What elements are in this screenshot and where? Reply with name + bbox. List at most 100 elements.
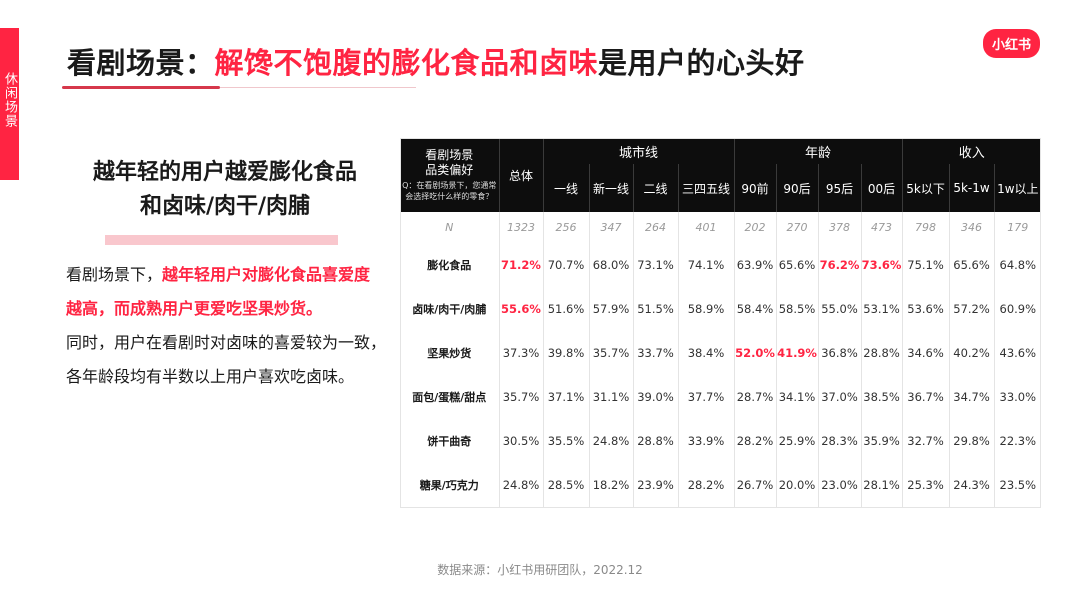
table-cell: 33.0% [999,390,1037,404]
table-cell: 37.0% [818,375,862,419]
table-cell: 34.1% [776,375,819,419]
table-cell: 74.1% [678,243,735,287]
group-header-city: 城市线 [543,138,735,164]
col-header: 95后 [818,164,862,212]
title-underline-thin [220,87,416,88]
table-cell: 28.8% [861,331,903,375]
table-cell: 34.6% [902,331,950,375]
body-paragraph: 看剧场景下，越年轻用户对膨化食品喜爱度越高，而成熟用户更爱吃坚果炒货。 同时，用户… [66,258,386,394]
table-cell: 39.0% [633,375,679,419]
table-cell: 68.0% [589,243,634,287]
preference-table: 看剧场景 品类偏好 Q：在看剧场景下，您通常会选择吃什么样的零食？ 总体 城市线… [400,138,1042,508]
table-row: 膨化食品 71.2% 70.7% 68.0% 73.1% 74.1% 63.9% 65.6% 7… [400,243,1041,287]
table-cell: 60.9% [999,302,1037,316]
sample-size-row: N 1323 256 347 264 401 202 270 378 473 798 346 179 [400,212,1041,243]
subheader-row: 一线 新一线 二线 三四五线 90前 90后 95后 00后 5k以下 5k-1… [400,164,1042,212]
table-cell: 37.7% [678,375,735,419]
table-cell: 25.3% [902,463,950,508]
table-cell: 41.9% [776,331,819,375]
table-cell: 34.7% [949,375,995,419]
table-cell: 30.5% [499,419,544,463]
row-label: N [400,212,500,243]
table-cell: 28.8% [633,419,679,463]
table-cell: 53.6% [902,287,950,331]
row-label: 卤味/肉干/肉脯 [400,287,500,331]
table-cell: 57.2% [949,287,995,331]
table-cell: 346 [949,212,995,243]
table-cell: 35.7% [589,331,634,375]
table-cell: 798 [902,212,950,243]
section-side-tab: 休闲场景 [0,28,19,180]
table-cell: 28.2% [734,419,777,463]
table-cell: 73.1% [633,243,679,287]
table-cell: 75.1% [902,243,950,287]
table-cell: 401 [678,212,735,243]
table-cell: 63.9% [734,243,777,287]
corner-question: Q：在看剧场景下，您通常会选择吃什么样的零食？ [402,181,497,201]
col-header: 90前 [734,164,777,212]
title-suffix: 是用户的心头好 [598,46,805,80]
col-header: 5k-1w [949,164,995,212]
table-cell: 43.6% [999,346,1037,360]
table-cell: 23.5% [994,463,1042,508]
col-header: 三四五线 [678,164,735,212]
subheading-highlight-bar [105,235,338,245]
group-header-age: 年龄 [734,138,903,164]
table-cell: 31.1% [589,375,634,419]
table-cell: 76.2% [818,243,862,287]
body-text-intro: 看剧场景下， [66,265,163,284]
table-cell: 40.2% [949,331,995,375]
table-cell: 33.7% [633,331,679,375]
col-header: 1w以上 [994,164,1042,212]
table-cell: 73.6% [861,243,903,287]
subheading-line-1: 越年轻的用户越爱膨化食品 [92,160,357,185]
table-corner-header: 看剧场景 品类偏好 Q：在看剧场景下，您通常会选择吃什么样的零食？ [400,138,500,212]
title-prefix: 看剧场景： [67,46,215,80]
table-cell: 57.9% [589,287,634,331]
table-cell: 1323 [499,212,544,243]
row-label: 膨化食品 [400,243,500,287]
table-cell: 378 [818,212,862,243]
table-cell: 33.9% [678,419,735,463]
table-cell: 28.5% [543,463,590,508]
table-cell: 473 [861,212,903,243]
xiaohongshu-logo: 小红书 [983,29,1040,58]
table-cell: 28.1% [861,463,903,508]
table-cell: 270 [776,212,819,243]
section-side-tab-label: 休闲场景 [2,72,17,128]
title-underline [62,86,220,89]
table-cell: 36.8% [818,331,862,375]
table-cell: 20.0% [776,463,819,508]
table-row: 饼干曲奇 30.5% 35.5% 24.8% 28.8% 33.9% 28.2% 25.9% 2… [400,419,1041,463]
table-cell: 58.4% [734,287,777,331]
table-row: 面包/蛋糕/甜点 35.7% 37.1% 31.1% 39.0% 37.7% 28.7% 34… [400,375,1041,419]
col-header: 00后 [861,164,903,212]
subheading-line-2: 和卤味/肉干/肉脯 [139,194,311,219]
col-header: 新一线 [589,164,634,212]
table-cell: 264 [633,212,679,243]
table-cell: 28.2% [678,463,735,508]
corner-title: 看剧场景 品类偏好 [425,148,474,177]
page-title: 看剧场景：解馋不饱腹的膨化食品和卤味是用户的心头好 [67,40,805,82]
table-cell: 28.7% [734,375,777,419]
total-header: 总体 [499,138,544,212]
table-cell: 38.5% [861,375,903,419]
col-header: 90后 [776,164,819,212]
table-cell: 55.6% [499,287,544,331]
table-cell: 202 [734,212,777,243]
table-cell: 58.5% [776,287,819,331]
table-cell: 28.3% [818,419,862,463]
table-cell: 24.8% [499,463,544,508]
group-header-income: 收入 [902,138,1042,164]
col-header: 一线 [543,164,590,212]
row-label: 面包/蛋糕/甜点 [400,375,500,419]
table-cell: 24.3% [949,463,995,508]
table-cell: 52.0% [734,331,777,375]
table-cell: 64.8% [999,258,1037,272]
row-label: 坚果炒货 [400,331,500,375]
table-cell: 55.0% [818,287,862,331]
table-cell: 36.7% [902,375,950,419]
subheading: 越年轻的用户越爱膨化食品 和卤味/肉干/肉脯 [45,156,405,224]
table-cell: 29.8% [949,419,995,463]
table-cell: 25.9% [776,419,819,463]
